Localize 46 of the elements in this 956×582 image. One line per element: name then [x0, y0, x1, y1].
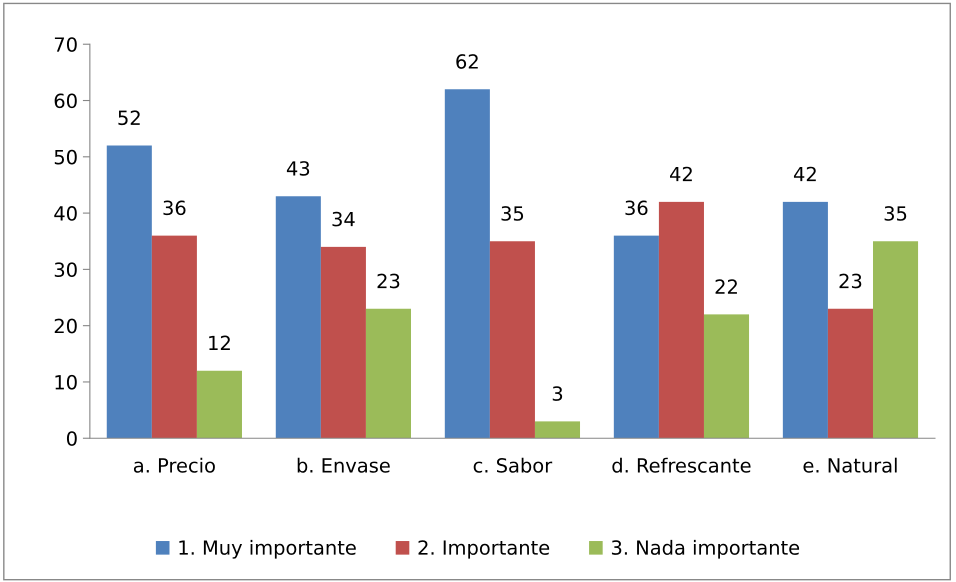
bar — [704, 314, 750, 438]
bar — [490, 241, 535, 438]
bar — [152, 236, 197, 438]
bar — [658, 202, 704, 438]
bar — [782, 202, 828, 438]
data-label: 23 — [378, 274, 400, 288]
x-tick-label: d. Refrescante — [612, 458, 751, 473]
y-tick-label: 0 — [66, 431, 77, 446]
bar — [872, 241, 918, 438]
legend-label: 2. Importante — [418, 540, 550, 559]
data-label: 35 — [502, 206, 524, 221]
x-tick-label: c. Sabor — [474, 458, 552, 473]
data-label: 3 — [552, 386, 562, 401]
data-label: 12 — [209, 336, 230, 350]
data-label: 35 — [884, 206, 906, 221]
data-label: 34 — [332, 212, 355, 226]
data-label: 62 — [456, 54, 478, 69]
y-tick-label: 60 — [54, 93, 77, 108]
y-tick-label: 10 — [55, 374, 77, 390]
x-tick-label: a. Precio — [134, 458, 215, 473]
bar — [366, 308, 412, 438]
x-tick-label: e. Natural — [804, 458, 897, 473]
data-label: 52 — [118, 110, 140, 126]
data-label: 42 — [794, 166, 816, 182]
y-tick-label: 40 — [54, 206, 77, 221]
bar — [534, 421, 580, 438]
bar — [320, 246, 366, 438]
legend-label: 3. Nada importante — [612, 540, 800, 559]
bar — [444, 89, 490, 438]
x-tick-label: b. Envase — [298, 458, 390, 473]
bar — [106, 146, 152, 438]
data-label: 36 — [163, 200, 186, 216]
bar — [614, 236, 659, 438]
data-label: 23 — [840, 274, 862, 288]
y-tick-label: 70 — [54, 37, 77, 52]
y-tick-label: 20 — [54, 318, 77, 334]
legend-label: 1. Muy importante — [179, 540, 356, 559]
data-label: 43 — [286, 161, 310, 176]
y-tick-label: 30 — [54, 262, 77, 278]
y-tick-label: 50 — [54, 150, 77, 164]
bar — [276, 196, 321, 438]
data-label: 36 — [625, 200, 648, 216]
data-label: 42 — [670, 166, 692, 182]
data-label: 22 — [716, 279, 737, 294]
bar — [196, 370, 242, 438]
bar — [828, 308, 873, 438]
